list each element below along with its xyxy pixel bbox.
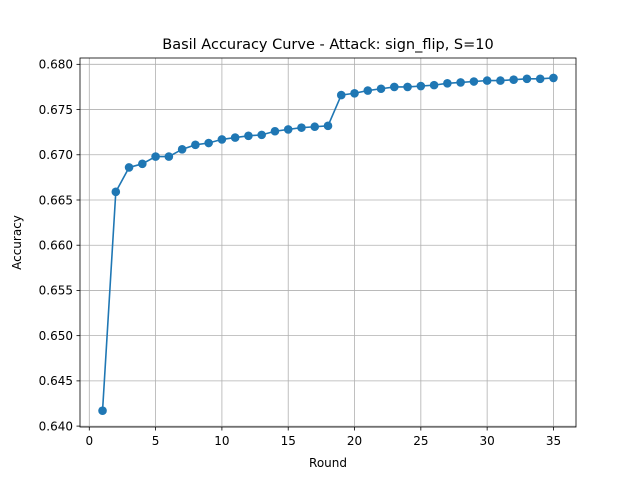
data-point bbox=[549, 73, 558, 83]
x-tick-label: 25 bbox=[413, 434, 428, 448]
y-tick-label: 0.645 bbox=[39, 374, 73, 388]
data-point bbox=[164, 152, 174, 161]
x-tick-label: 0 bbox=[85, 434, 93, 448]
accuracy-series bbox=[98, 73, 558, 416]
data-point bbox=[522, 74, 532, 84]
data-point bbox=[376, 84, 386, 94]
y-tick-label: 0.650 bbox=[39, 329, 73, 343]
x-tick-label: 30 bbox=[480, 434, 495, 448]
data-point bbox=[350, 88, 359, 98]
x-tick-label: 10 bbox=[214, 434, 229, 448]
data-point bbox=[496, 76, 505, 85]
data-point bbox=[111, 187, 121, 197]
data-point bbox=[403, 82, 412, 92]
data-point bbox=[429, 80, 439, 90]
data-point bbox=[310, 122, 320, 132]
data-point bbox=[124, 163, 134, 172]
data-point bbox=[283, 125, 293, 134]
data-point bbox=[416, 81, 426, 91]
data-point bbox=[244, 131, 253, 141]
data-point bbox=[456, 78, 465, 87]
y-axis-label: Accuracy bbox=[10, 215, 24, 270]
data-point bbox=[482, 76, 492, 85]
x-axis-ticks: 0 5 10 15 20 25 30 35 bbox=[85, 427, 561, 448]
x-axis-label: Round bbox=[309, 456, 347, 470]
x-tick-label: 5 bbox=[152, 434, 160, 448]
data-point bbox=[217, 135, 227, 144]
data-point bbox=[469, 77, 479, 86]
y-tick-label: 0.655 bbox=[39, 284, 73, 298]
x-tick-label: 20 bbox=[347, 434, 362, 448]
y-axis-ticks: 0.640 0.645 0.650 0.655 0.660 0.665 0.670 0.675… bbox=[39, 58, 80, 433]
data-point bbox=[204, 138, 213, 148]
data-point bbox=[297, 123, 306, 132]
data-point bbox=[230, 133, 240, 142]
y-tick-label: 0.665 bbox=[39, 193, 73, 207]
data-point bbox=[151, 152, 160, 161]
data-point bbox=[390, 82, 399, 92]
data-point bbox=[509, 75, 518, 85]
y-tick-label: 0.680 bbox=[39, 58, 73, 72]
data-point bbox=[257, 130, 266, 140]
y-tick-label: 0.675 bbox=[39, 103, 73, 117]
data-point bbox=[98, 406, 107, 416]
data-point bbox=[138, 159, 147, 169]
data-point bbox=[336, 90, 346, 100]
data-point bbox=[177, 145, 187, 154]
x-tick-label: 15 bbox=[281, 434, 296, 448]
data-point bbox=[191, 140, 200, 150]
y-tick-label: 0.670 bbox=[39, 148, 73, 162]
x-gridlines bbox=[88, 58, 554, 427]
data-point bbox=[323, 121, 333, 131]
x-tick-label: 35 bbox=[546, 434, 561, 448]
data-point bbox=[363, 86, 373, 95]
y-tick-label: 0.660 bbox=[39, 239, 73, 253]
y-gridlines bbox=[80, 63, 576, 427]
data-point bbox=[270, 126, 280, 136]
y-tick-label: 0.640 bbox=[39, 419, 73, 433]
chart-title: Basil Accuracy Curve - Attack: sign_flip… bbox=[162, 37, 494, 53]
data-point bbox=[535, 74, 545, 84]
data-point bbox=[443, 79, 452, 88]
plot-area-frame bbox=[79, 57, 577, 428]
